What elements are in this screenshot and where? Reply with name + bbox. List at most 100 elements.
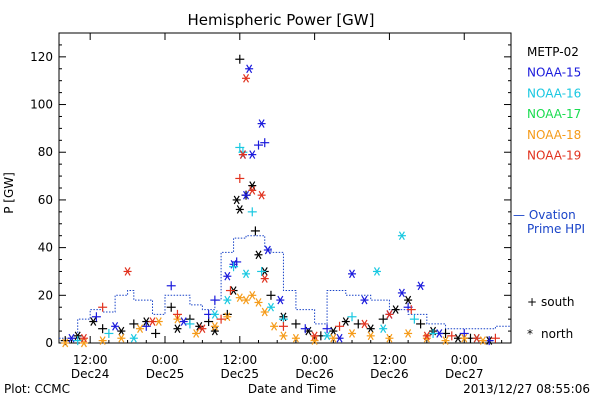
asterisk-mark-d2 (149, 317, 156, 326)
data-point (117, 333, 126, 343)
data-point (232, 257, 242, 267)
data-point (416, 319, 426, 329)
data-point (379, 324, 388, 334)
asterisk-mark-d2 (349, 269, 356, 279)
data-point (341, 317, 350, 326)
legend-entry: METP-02 (527, 45, 579, 59)
data-point (185, 319, 195, 329)
data-point (129, 319, 139, 329)
asterisk-mark-d2 (258, 119, 265, 128)
asterisk-mark-d2 (236, 205, 243, 214)
data-point (223, 271, 232, 281)
asterisk-mark-d2 (267, 302, 274, 312)
legend-ovation-line1: — Ovation (513, 208, 576, 222)
data-point (291, 333, 300, 343)
asterisk-mark-d2 (454, 333, 462, 343)
asterisk-mark-d2 (196, 321, 203, 331)
y-axis-label: P [GW] (2, 172, 16, 214)
asterisk-mark-d2 (90, 317, 97, 326)
data-point (248, 150, 257, 159)
data-point (323, 331, 332, 341)
asterisk-mark-d2 (473, 333, 480, 343)
data-point (73, 331, 82, 341)
x-tick-label-date: Dec25 (146, 367, 185, 381)
data-point (335, 321, 345, 331)
asterisk-mark-d2 (124, 267, 131, 276)
asterisk-mark-d2 (233, 195, 240, 205)
data-point (73, 336, 83, 346)
asterisk-mark-d2 (174, 324, 181, 334)
asterisk-mark-d2 (330, 326, 337, 336)
data-point (179, 317, 188, 326)
data-point (260, 307, 269, 317)
data-point (385, 310, 394, 319)
asterisk-mark-d2 (62, 338, 69, 348)
legend-entry: NOAA-16 (527, 86, 581, 100)
asterisk-mark-d2 (330, 333, 337, 343)
data-point (360, 295, 369, 305)
data-point (266, 302, 275, 312)
data-point (117, 326, 126, 336)
ovation-hpi-line (59, 235, 511, 339)
data-point (104, 328, 114, 338)
data-point (225, 286, 235, 296)
data-point (385, 333, 394, 343)
data-points (60, 54, 500, 348)
x-tick-label-date: Dec24 (71, 367, 110, 381)
asterisk-mark-d2 (386, 333, 393, 343)
data-point (416, 281, 425, 291)
asterisk-mark-d2 (336, 333, 343, 343)
data-point (129, 333, 138, 343)
asterisk-mark-d2 (386, 310, 393, 319)
asterisk-mark-d2 (236, 293, 243, 303)
asterisk-mark-d2 (436, 329, 443, 338)
asterisk-mark-d2 (264, 245, 271, 255)
data-point (173, 324, 182, 334)
data-point (166, 281, 176, 291)
data-point (406, 305, 416, 315)
data-point (276, 295, 285, 305)
legend-symbol: + (527, 295, 537, 309)
asterisk-mark-d2 (249, 150, 256, 159)
data-point (67, 333, 76, 343)
x-tick-label-time: 12:00 (372, 353, 407, 367)
asterisk-mark-d2 (68, 333, 75, 343)
data-point (242, 190, 251, 200)
asterisk-mark-d2 (130, 333, 137, 343)
x-tick-label-time: 12:00 (223, 353, 258, 367)
asterisk-mark-d2 (255, 250, 262, 260)
y-tick-label: 0 (45, 336, 53, 350)
data-point (166, 302, 176, 312)
data-point (397, 231, 406, 241)
legend-ovation-line2: Prime HPI (527, 222, 585, 236)
data-point (347, 312, 357, 322)
asterisk-mark-d2 (155, 317, 162, 326)
legend-symbol-label: north (541, 327, 573, 341)
data-point (192, 329, 201, 338)
asterisk-mark-d2 (180, 317, 187, 326)
footer-timestamp: 2013/12/27 08:55:06 (463, 382, 590, 396)
data-point (478, 336, 487, 345)
data-point (257, 266, 267, 276)
data-point (210, 321, 219, 331)
legend-entry: NOAA-15 (527, 66, 581, 80)
data-point (210, 310, 219, 319)
data-point (459, 328, 469, 338)
data-point (366, 331, 375, 341)
data-point (472, 333, 481, 343)
data-point (210, 326, 219, 336)
data-point (247, 207, 257, 217)
data-point (404, 329, 413, 338)
asterisk-mark-d2 (367, 331, 374, 341)
chart-title: Hemispheric Power [GW] (188, 11, 375, 29)
asterisk-mark-d2 (224, 312, 231, 322)
data-point (123, 267, 132, 276)
asterisk-mark-d2 (398, 231, 405, 241)
data-point (378, 314, 388, 324)
legend-symbol-label: south (541, 295, 575, 309)
data-point (238, 150, 247, 159)
asterisk-mark-d2 (461, 333, 468, 343)
asterisk-mark-d2 (280, 331, 287, 341)
asterisk-mark-d2 (249, 186, 256, 195)
